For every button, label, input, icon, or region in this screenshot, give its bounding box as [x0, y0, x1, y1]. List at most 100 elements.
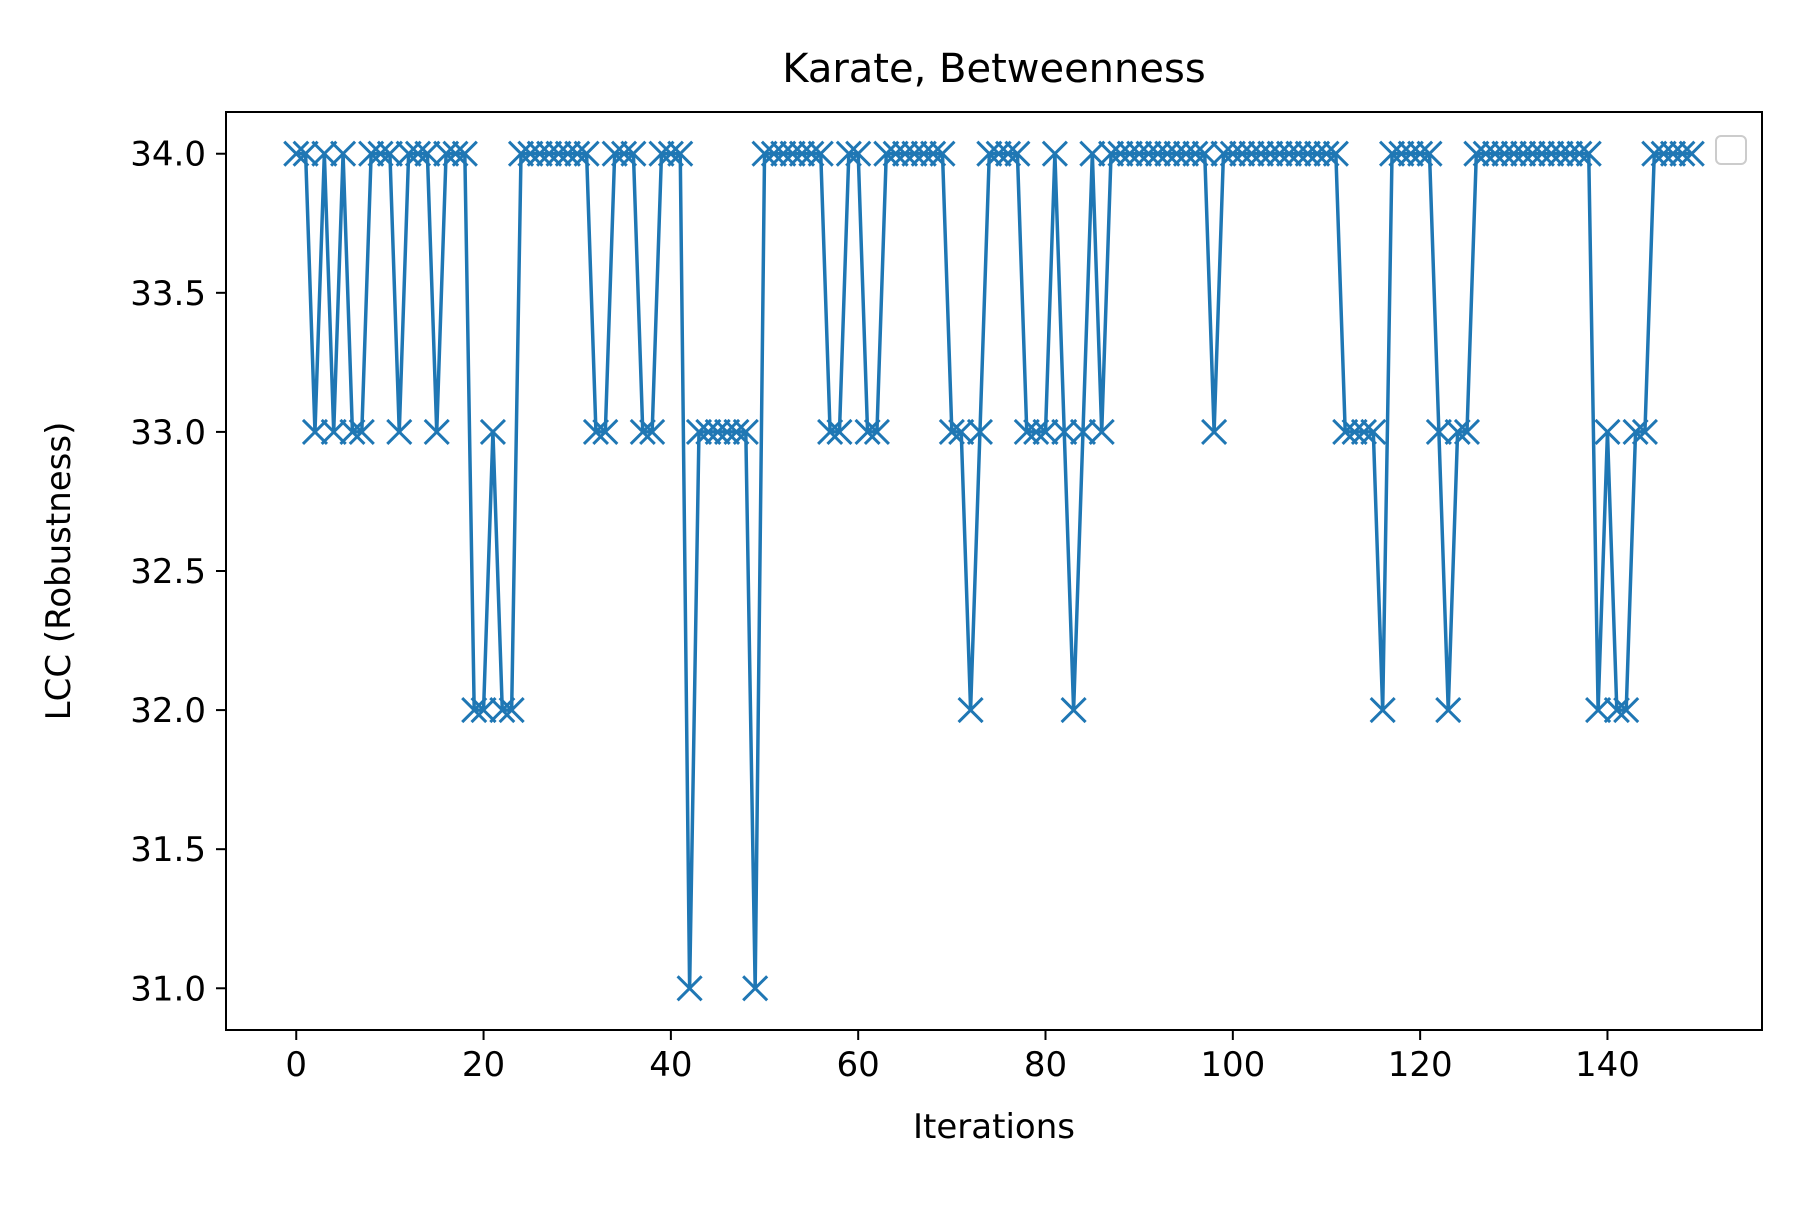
data-point-marker	[1285, 140, 1312, 167]
data-point-marker	[1229, 140, 1256, 167]
data-point-marker	[1051, 418, 1078, 445]
data-point-marker	[330, 140, 357, 167]
data-point-marker	[648, 140, 675, 167]
data-point-marker	[704, 418, 731, 445]
data-point-marker	[826, 418, 853, 445]
series-layer	[283, 140, 1705, 1002]
data-point-marker	[1659, 140, 1687, 167]
y-tick-label: 32.0	[130, 691, 206, 731]
data-point-marker	[948, 418, 975, 445]
data-point-marker	[742, 975, 769, 1002]
data-point-marker	[685, 418, 713, 445]
chart-title: Karate, Betweenness	[782, 46, 1205, 92]
data-point-marker	[292, 140, 319, 167]
ticks-layer: 0 20 40 60 80 100 120 140 31.0 31.5 32.0 32.5 33.0 33…	[130, 135, 1640, 1085]
data-point-marker	[1472, 140, 1499, 167]
data-point-marker	[1304, 140, 1331, 167]
x-tick-label: 20	[462, 1045, 505, 1085]
data-point-marker	[433, 140, 460, 167]
data-point-marker	[788, 140, 816, 167]
data-point-marker	[1126, 140, 1153, 167]
data-point-marker	[1444, 418, 1471, 445]
data-point-marker	[442, 140, 469, 167]
x-axis-label: Iterations	[913, 1107, 1075, 1147]
data-point-marker	[320, 418, 347, 445]
data-point-marker	[863, 418, 890, 445]
data-point-marker	[404, 140, 432, 167]
data-point-marker	[564, 140, 591, 167]
data-point-marker	[395, 140, 422, 167]
data-point-marker	[1397, 140, 1424, 167]
data-point-marker	[536, 140, 563, 167]
data-point-marker	[1585, 697, 1612, 724]
data-point-marker	[620, 140, 647, 167]
data-point-marker	[1575, 140, 1602, 167]
data-point-marker	[1350, 418, 1378, 445]
x-tick-label: 120	[1388, 1045, 1453, 1085]
data-point-marker	[1107, 140, 1134, 167]
data-point-marker	[695, 418, 722, 445]
data-point-marker	[1603, 697, 1630, 724]
data-point-marker	[1219, 140, 1246, 167]
data-point-marker	[1266, 140, 1293, 167]
data-point-marker	[1510, 140, 1537, 167]
x-tick-label: 100	[1200, 1045, 1265, 1085]
data-point-marker	[1482, 140, 1509, 167]
data-point-marker	[526, 140, 553, 167]
data-point-marker	[1519, 140, 1546, 167]
data-point-marker	[1191, 140, 1218, 167]
data-point-marker	[470, 697, 497, 724]
data-point-marker	[657, 140, 684, 167]
data-point-marker	[1098, 140, 1125, 167]
data-point-marker	[1425, 418, 1452, 445]
data-point-marker	[1069, 418, 1097, 445]
data-point-marker	[714, 418, 741, 445]
data-point-marker	[676, 975, 703, 1002]
y-axis-label: LCC (Robustness)	[39, 422, 79, 721]
x-tick-label: 60	[837, 1045, 880, 1085]
data-point-marker	[938, 418, 965, 445]
data-point-marker	[1116, 140, 1143, 167]
data-point-marker	[1182, 140, 1209, 167]
data-point-marker	[1566, 140, 1593, 167]
data-point-marker	[817, 418, 844, 445]
y-tick-label: 31.5	[130, 830, 206, 870]
data-point-marker	[451, 140, 478, 167]
data-point-marker	[1435, 697, 1462, 724]
data-point-marker	[414, 140, 441, 167]
data-point-marker	[358, 140, 385, 167]
data-point-marker	[1341, 418, 1368, 445]
data-point-marker	[1678, 140, 1705, 167]
data-point-marker	[1144, 140, 1171, 167]
data-point-marker	[891, 140, 919, 167]
data-point-marker	[1201, 418, 1228, 445]
data-point-marker	[1622, 418, 1649, 445]
data-point-marker	[798, 140, 825, 167]
data-point-marker	[1088, 418, 1115, 445]
data-point-marker	[283, 140, 310, 167]
data-point-marker	[1491, 140, 1518, 167]
data-point-marker	[1041, 140, 1068, 167]
data-point-marker	[386, 418, 413, 445]
data-point-marker	[667, 140, 694, 167]
data-point-marker	[1463, 140, 1490, 167]
data-point-marker	[423, 418, 450, 445]
data-point-marker	[1369, 697, 1396, 724]
data-point-marker	[1275, 140, 1303, 167]
data-point-marker	[339, 418, 366, 445]
data-point-marker	[610, 140, 638, 167]
data-point-marker	[1154, 140, 1181, 167]
data-point-marker	[517, 140, 544, 167]
data-point-marker	[1556, 140, 1584, 167]
data-point-marker	[770, 140, 797, 167]
data-point-marker	[573, 140, 600, 167]
data-point-marker	[732, 418, 759, 445]
data-point-marker	[1238, 140, 1265, 167]
data-point-marker	[507, 140, 535, 167]
data-point-marker	[1407, 140, 1434, 167]
data-point-marker	[554, 140, 581, 167]
legend-box	[1715, 135, 1747, 165]
